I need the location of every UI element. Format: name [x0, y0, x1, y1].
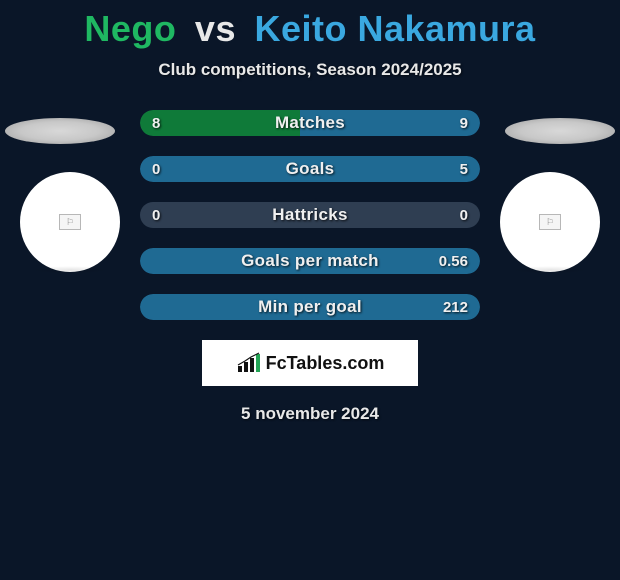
stat-row: 212Min per goal — [140, 294, 480, 320]
title-player2: Keito Nakamura — [254, 8, 535, 49]
player1-flag-icon: ⚐ — [59, 214, 81, 230]
player2-placeholder-ellipse — [505, 118, 615, 144]
stat-label: Min per goal — [140, 294, 480, 320]
player1-avatar: ⚐ — [20, 172, 120, 272]
stat-label: Matches — [140, 110, 480, 136]
brand-chart-icon — [236, 352, 262, 374]
stat-row: 0.56Goals per match — [140, 248, 480, 274]
comparison-content: ⚐ ⚐ 89Matches 05Goals 00Hattricks 0.56Goals… — [0, 110, 620, 424]
date-line: 5 november 2024 — [0, 404, 620, 424]
player2-side: ⚐ — [500, 110, 620, 272]
stat-row: 00Hattricks — [140, 202, 480, 228]
player1-side: ⚐ — [0, 110, 120, 272]
page-title: Nego vs Keito Nakamura — [0, 0, 620, 50]
stat-label: Hattricks — [140, 202, 480, 228]
brand-text: FcTables.com — [266, 353, 385, 374]
stat-row: 05Goals — [140, 156, 480, 182]
title-vs: vs — [195, 8, 236, 49]
stat-bars: 89Matches 05Goals 00Hattricks 0.56Goals per… — [140, 110, 480, 320]
stat-label: Goals — [140, 156, 480, 182]
stat-label: Goals per match — [140, 248, 480, 274]
player1-placeholder-ellipse — [5, 118, 115, 144]
player2-flag-icon: ⚐ — [539, 214, 561, 230]
subtitle: Club competitions, Season 2024/2025 — [0, 60, 620, 80]
stat-row: 89Matches — [140, 110, 480, 136]
title-player1: Nego — [84, 8, 176, 49]
brand-box: FcTables.com — [202, 340, 418, 386]
player2-avatar: ⚐ — [500, 172, 600, 272]
